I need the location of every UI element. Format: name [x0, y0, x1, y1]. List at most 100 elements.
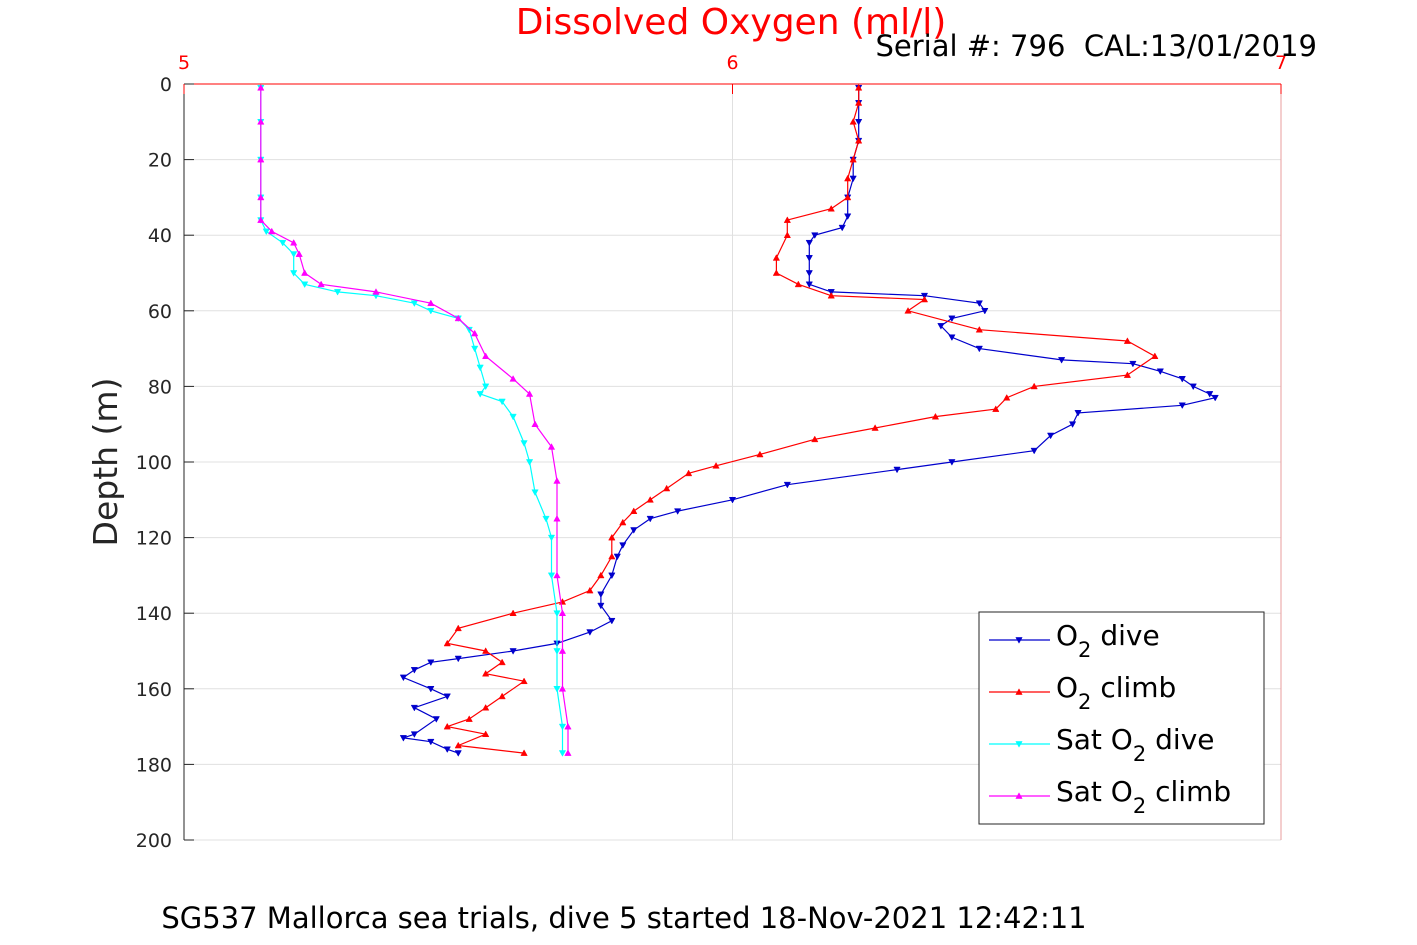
data-point [476, 391, 484, 398]
data-point [849, 118, 857, 125]
data-point [553, 514, 561, 522]
data-point [553, 685, 561, 693]
legend-label-suffix: dive [1091, 619, 1159, 652]
data-point [608, 572, 616, 580]
data-point [509, 648, 517, 655]
data-point [498, 658, 506, 666]
data-point [531, 420, 539, 428]
data-point [498, 692, 506, 700]
data-point [454, 314, 462, 322]
data-point [805, 239, 813, 247]
data-point [646, 496, 654, 503]
data-point [553, 648, 561, 655]
data-point [454, 624, 462, 632]
y-tick-label: 60 [148, 301, 172, 323]
legend-label-subscript: 2 [1078, 690, 1091, 714]
data-point [838, 224, 846, 232]
data-point [712, 462, 720, 469]
data-point [558, 750, 567, 757]
data-point [262, 228, 270, 236]
data-point [333, 289, 342, 296]
x-tick-label: 6 [726, 52, 738, 74]
data-point [1129, 360, 1137, 368]
data-point [257, 193, 265, 201]
y-tick-label: 140 [136, 603, 172, 625]
chart-title: Dissolved Oxygen (ml/l) [516, 2, 947, 43]
y-axis-label: Depth (m) [86, 378, 125, 547]
data-point [783, 481, 791, 489]
data-point [531, 489, 539, 496]
data-point [871, 424, 879, 431]
data-point [975, 325, 983, 333]
data-point [257, 84, 265, 91]
series-1 [443, 84, 1159, 756]
data-point [805, 281, 813, 289]
y-tick-label: 0 [160, 74, 172, 96]
series-line [445, 87, 1156, 754]
data-point [1123, 337, 1132, 344]
data-point [454, 750, 462, 757]
data-point [454, 655, 462, 663]
data-point [427, 307, 435, 315]
data-point [844, 193, 852, 201]
data-point [465, 715, 473, 722]
data-point [471, 329, 479, 337]
data-point [1030, 382, 1038, 390]
data-point [553, 571, 561, 579]
data-point [597, 591, 605, 599]
legend-box [978, 611, 1265, 825]
data-point [827, 291, 835, 299]
data-point [525, 459, 534, 466]
data-point [855, 118, 863, 126]
data-point [476, 364, 484, 372]
data-point [525, 390, 534, 397]
series-3 [257, 84, 572, 756]
data-point [547, 443, 556, 450]
data-point [805, 255, 813, 262]
data-point [558, 609, 567, 617]
data-point [301, 269, 309, 276]
data-point [855, 84, 863, 91]
data-point [684, 469, 693, 477]
data-point [975, 345, 983, 353]
data-point [1015, 688, 1023, 695]
data-point [728, 496, 737, 504]
data-point [630, 527, 638, 534]
data-point [1189, 383, 1197, 391]
series-layer [257, 84, 1219, 757]
data-point [542, 515, 550, 523]
data-point [520, 677, 528, 685]
data-point [630, 507, 638, 514]
data-point [948, 459, 956, 466]
data-point [1151, 352, 1159, 359]
data-point [597, 571, 605, 579]
data-point [410, 704, 418, 712]
data-point [772, 269, 781, 276]
data-point [301, 281, 309, 289]
data-point [844, 174, 852, 182]
data-point [893, 466, 901, 474]
data-point [482, 383, 490, 391]
data-point [427, 659, 435, 667]
legend-label-suffix: climb [1146, 775, 1231, 808]
data-point [783, 216, 791, 223]
data-point [290, 270, 298, 277]
data-point [844, 213, 852, 221]
data-point [498, 398, 506, 406]
data-point [948, 315, 956, 323]
legend-label-main: O [1056, 619, 1078, 652]
data-point [443, 746, 451, 753]
data-point [279, 239, 287, 247]
data-point [443, 722, 451, 730]
data-point [1074, 410, 1082, 417]
data-point [257, 118, 265, 125]
data-point [317, 280, 325, 288]
data-point [410, 300, 418, 307]
data-point [509, 413, 517, 421]
x-tick-label: 7 [1275, 52, 1287, 74]
data-point [1206, 391, 1214, 398]
data-point [931, 412, 940, 420]
x-tick-label: 5 [178, 52, 190, 74]
data-point [432, 716, 440, 723]
